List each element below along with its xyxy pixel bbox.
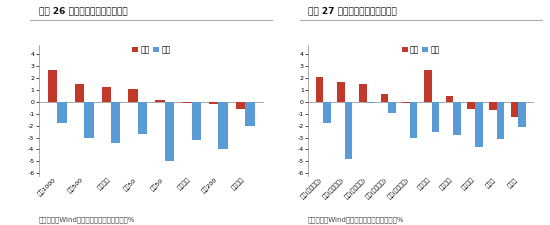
Bar [48,70,57,102]
Legend: 本周, 上周: 本周, 上周 [129,42,173,58]
Text: 资料来源：Wind，华安证券研究所，单位：%: 资料来源：Wind，华安证券研究所，单位：% [308,216,404,223]
Bar [424,70,432,102]
Bar [245,102,255,126]
Bar [209,102,218,104]
Bar [129,89,138,102]
Bar [410,102,417,137]
Bar [359,84,366,102]
Legend: 本周, 上周: 本周, 上周 [399,42,443,58]
Bar [475,102,482,147]
Text: 图表 26 本周主要股指呈震荡格局: 图表 26 本周主要股指呈震荡格局 [39,7,127,16]
Bar [323,102,331,123]
Bar [511,102,518,117]
Bar [57,102,67,123]
Bar [337,82,345,102]
Bar [446,96,453,102]
Bar [75,84,84,102]
Bar [468,102,475,109]
Bar [164,102,174,161]
Text: 图表 27 本周小盘股占优格局明显: 图表 27 本周小盘股占优格局明显 [308,7,397,16]
Bar [191,102,201,140]
Bar [489,102,497,110]
Bar [453,102,461,135]
Bar [102,87,111,102]
Bar [138,102,147,134]
Bar [84,102,94,137]
Bar [388,102,396,113]
Bar [497,102,504,139]
Bar [155,100,164,102]
Bar [432,102,439,132]
Bar [518,102,526,127]
Bar [345,102,353,159]
Bar [366,102,374,103]
Bar [218,102,228,149]
Bar [316,77,323,102]
Text: 资料来源：Wind，华安证券研究所，单位：%: 资料来源：Wind，华安证券研究所，单位：% [39,216,135,223]
Bar [236,102,245,109]
Bar [111,102,120,144]
Bar [402,102,410,103]
Bar [381,94,388,102]
Bar [182,102,191,103]
